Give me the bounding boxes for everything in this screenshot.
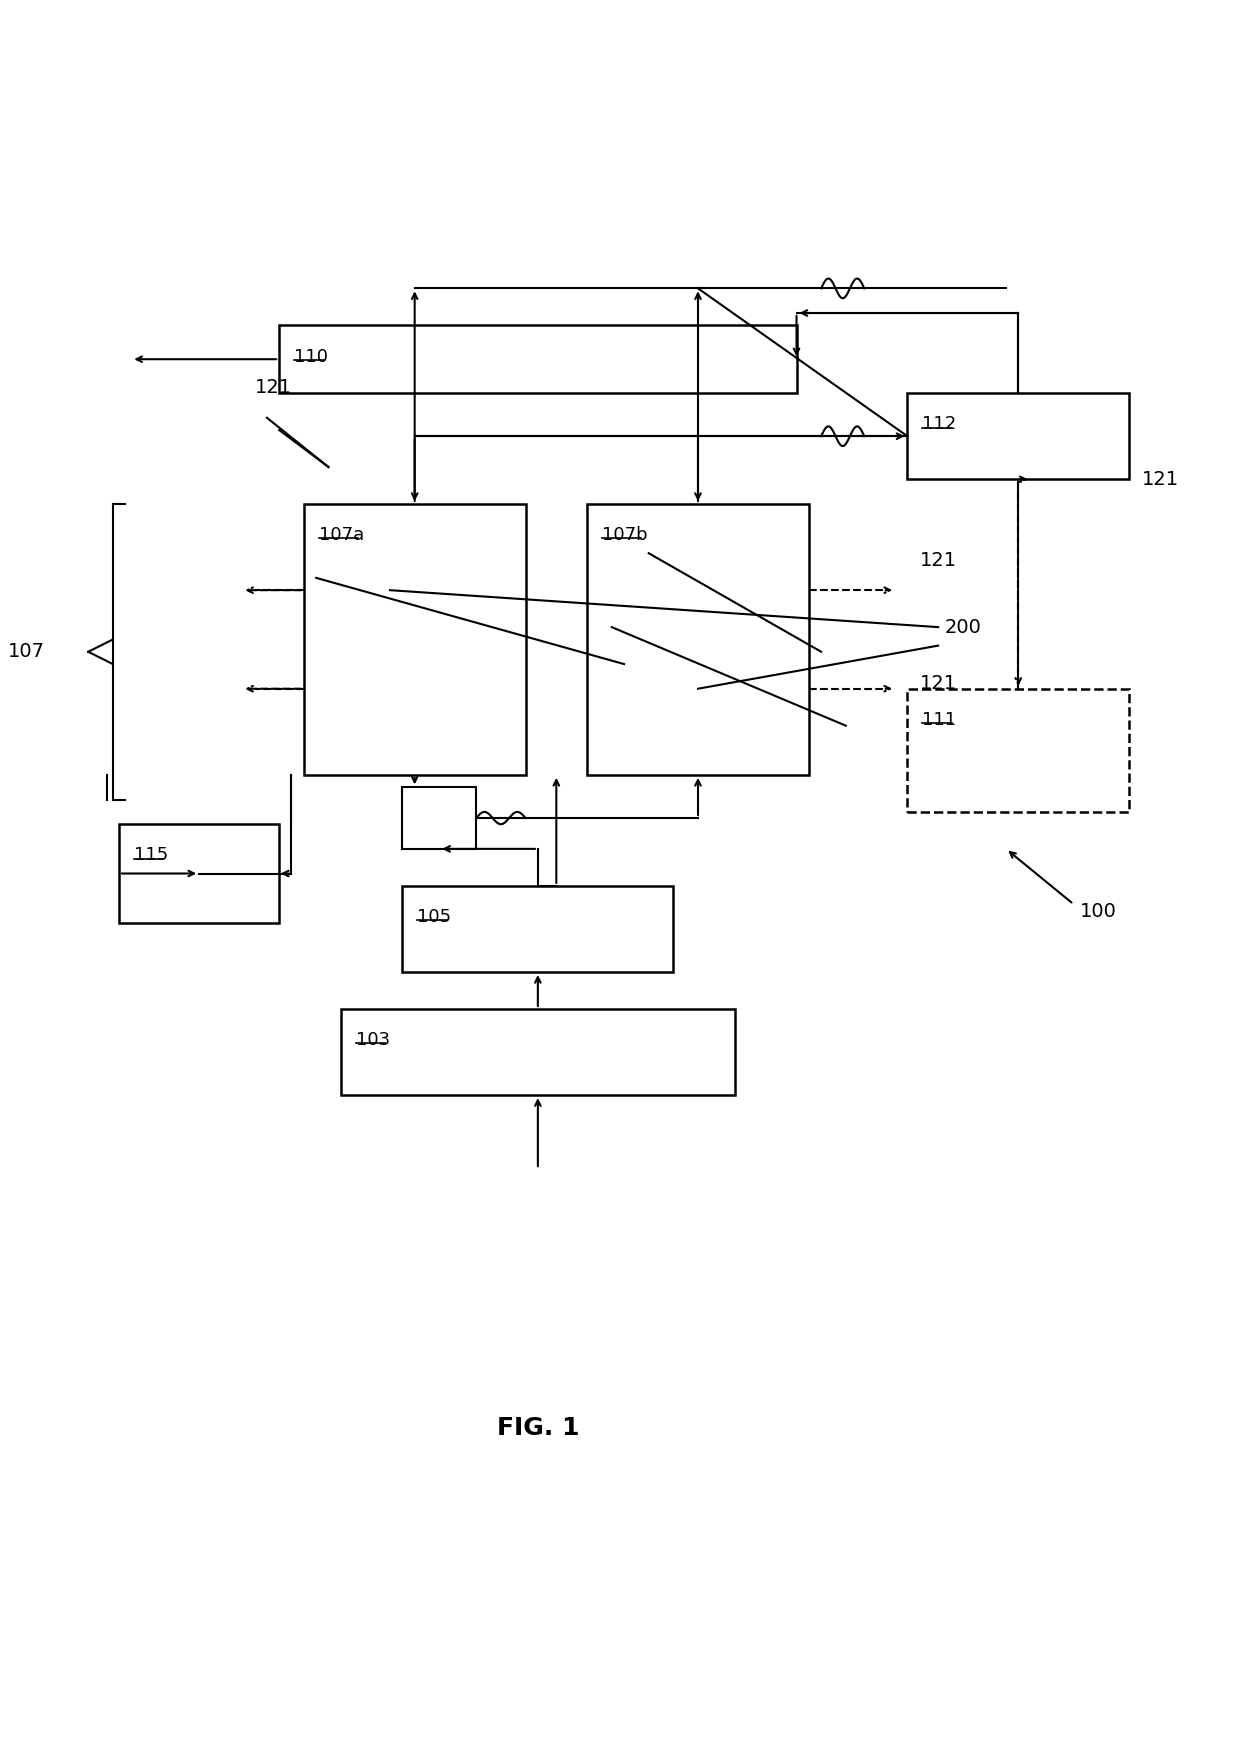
Text: 121: 121 <box>920 674 957 694</box>
Text: 107: 107 <box>9 643 45 662</box>
Bar <box>908 688 1130 812</box>
Text: 121: 121 <box>254 377 291 397</box>
Bar <box>402 886 673 971</box>
Text: FIG. 1: FIG. 1 <box>496 1415 579 1440</box>
Bar <box>402 788 476 849</box>
Text: 115: 115 <box>134 846 169 865</box>
Text: 112: 112 <box>923 416 956 433</box>
Bar <box>341 1010 735 1095</box>
Bar <box>119 825 279 922</box>
Text: 121: 121 <box>1142 470 1178 489</box>
Bar <box>908 393 1130 479</box>
Text: 100: 100 <box>1080 901 1117 921</box>
Text: 121: 121 <box>920 550 957 570</box>
Text: 103: 103 <box>356 1031 389 1050</box>
Text: 111: 111 <box>923 711 956 728</box>
Text: 105: 105 <box>417 908 451 926</box>
Text: 107a: 107a <box>319 526 363 543</box>
Text: 107b: 107b <box>601 526 647 543</box>
Bar <box>304 503 526 776</box>
Text: 200: 200 <box>945 618 981 638</box>
Bar <box>587 503 808 776</box>
Bar <box>279 325 796 393</box>
Text: 110: 110 <box>294 348 327 365</box>
